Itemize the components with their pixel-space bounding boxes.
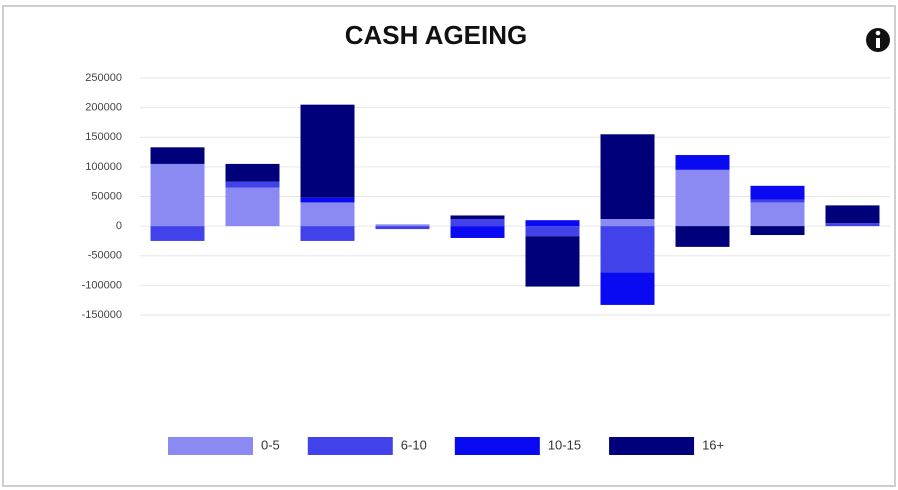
- bar: [375, 224, 430, 227]
- y-tick-label: 100000: [85, 161, 122, 173]
- bar: [300, 202, 355, 227]
- bar: [825, 205, 880, 224]
- bar: [750, 226, 805, 236]
- y-tick-label: -50000: [88, 250, 122, 262]
- y-tick-label: -100000: [82, 279, 122, 291]
- y-tick-label: 150000: [85, 131, 122, 143]
- chart-title: CASH AGEING: [345, 20, 528, 50]
- bar: [150, 147, 205, 164]
- info-stem[interactable]: [876, 38, 880, 48]
- bar: [675, 155, 730, 170]
- bar: [450, 226, 505, 238]
- bar: [750, 202, 805, 227]
- y-tick-label: 0: [116, 220, 122, 232]
- bar: [450, 215, 505, 220]
- bar: [675, 169, 730, 227]
- y-tick-label: -150000: [82, 309, 122, 321]
- bar: [525, 220, 580, 227]
- y-tick-label: 250000: [85, 72, 122, 84]
- bar: [450, 219, 505, 227]
- bar: [150, 163, 205, 227]
- bar: [750, 199, 805, 203]
- y-tick-label: 200000: [85, 102, 122, 114]
- bar: [225, 163, 280, 182]
- bar: [375, 226, 430, 230]
- legend-swatch: [454, 437, 540, 455]
- panel: [2, 5, 896, 487]
- bar: [150, 226, 205, 241]
- legend-label: 6-10: [401, 437, 427, 452]
- bar: [600, 134, 655, 220]
- legend-swatch: [307, 437, 393, 455]
- bar: [675, 226, 730, 247]
- bar: [600, 272, 655, 305]
- legend-label: 10-15: [548, 437, 581, 452]
- info-icon[interactable]: [866, 28, 890, 52]
- bar: [600, 219, 655, 227]
- bar: [525, 236, 580, 287]
- bar: [300, 104, 355, 198]
- legend-label: 16+: [702, 437, 724, 452]
- bar: [225, 181, 280, 188]
- bar: [825, 223, 880, 227]
- legend-label: 0-5: [261, 437, 280, 452]
- bar: [300, 226, 355, 241]
- bar: [525, 226, 580, 237]
- y-tick-label: 50000: [91, 190, 122, 202]
- bar: [225, 187, 280, 227]
- info-dot[interactable]: [875, 30, 881, 36]
- bar: [750, 185, 805, 200]
- legend-swatch: [609, 437, 695, 455]
- legend-swatch: [168, 437, 253, 455]
- bar: [600, 226, 655, 273]
- bar: [300, 197, 355, 203]
